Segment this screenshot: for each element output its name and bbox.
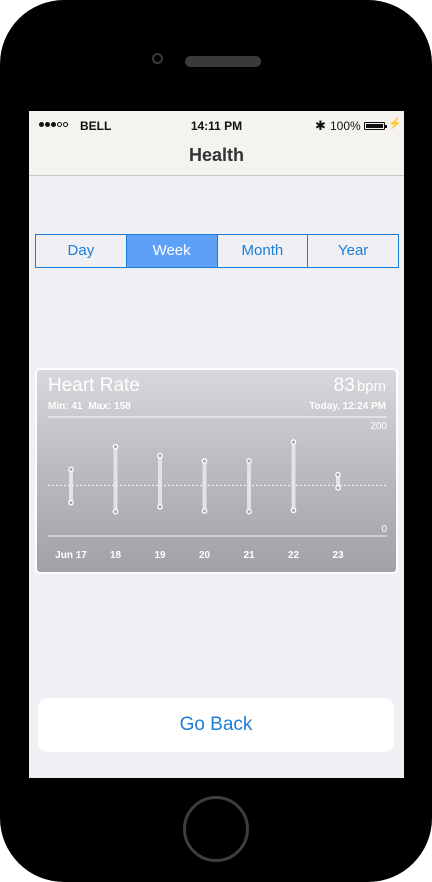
range-point-high [201, 458, 208, 464]
charging-icon: ⚡ [388, 118, 402, 130]
y-tick-label-min: 0 [381, 524, 387, 535]
x-tick-label: 23 [332, 550, 344, 561]
x-tick-label: 21 [243, 550, 255, 561]
x-tick-label: 20 [199, 550, 211, 561]
current-value-unit: bpm [356, 378, 386, 395]
range-point-low [157, 503, 163, 510]
status-bar: BELL 14:11 PM ✱ 100% ⚡ [29, 111, 404, 141]
range-point-high [68, 466, 74, 473]
x-tick-label: Jun 17 [55, 550, 87, 561]
heart-rate-chart: 200 0 Jun 17 18 19 20 21 22 23 [48, 416, 387, 561]
battery-icon [364, 122, 387, 130]
screen: BELL 14:11 PM ✱ 100% ⚡ Health Day Week M… [29, 111, 404, 778]
min-max-summary: Min: 41 Max: 158 [48, 401, 137, 412]
range-point-low [112, 508, 119, 515]
carrier-name: BELL [80, 119, 112, 133]
y-tick-label-max: 200 [370, 421, 387, 432]
go-back-button[interactable]: Go Back [38, 698, 394, 752]
range-point-low [201, 508, 208, 514]
range-point-low [68, 499, 74, 506]
status-time: 14:11 PM [190, 119, 243, 133]
page-title: Health [188, 145, 244, 165]
current-value-number: 83 [333, 375, 355, 396]
range-point-high [335, 471, 341, 478]
navigation-bar: BELL 14:11 PM ✱ 100% ⚡ Health [29, 111, 404, 176]
x-tick-label: 19 [154, 550, 166, 561]
range-point-high [290, 439, 297, 445]
earpiece-speaker [185, 56, 261, 67]
x-tick-label: 18 [110, 550, 122, 561]
segment-day[interactable]: Day [36, 235, 127, 267]
x-tick-label: 22 [288, 550, 300, 561]
battery-percentage: 100% [330, 119, 361, 133]
min-label: Min: 41 [48, 401, 83, 412]
range-point-high [157, 452, 163, 459]
segment-week[interactable]: Week [126, 235, 218, 267]
range-point-low [246, 508, 252, 515]
segment-year[interactable]: Year [337, 242, 369, 259]
range-point-high [112, 443, 119, 450]
home-button[interactable] [183, 796, 249, 862]
heart-rate-card[interactable]: Heart Rate Min: 41 Max: 158 83 bpm Today, … [35, 368, 398, 574]
current-value: 83 bpm [334, 375, 386, 397]
range-point-low [335, 484, 341, 491]
range-point-low [290, 507, 297, 514]
time-range-segmented-control: Day Week Month Year [35, 234, 399, 268]
card-title: Heart Rate [48, 375, 140, 396]
front-camera [152, 53, 163, 64]
segment-month[interactable]: Month [218, 235, 309, 267]
max-label: Max: 158 [88, 401, 131, 412]
signal-strength-icon [39, 122, 68, 127]
reading-timestamp: Today, 12:24 PM [309, 401, 386, 412]
bluetooth-icon: ✱ [315, 118, 326, 133]
range-point-high [246, 458, 252, 464]
